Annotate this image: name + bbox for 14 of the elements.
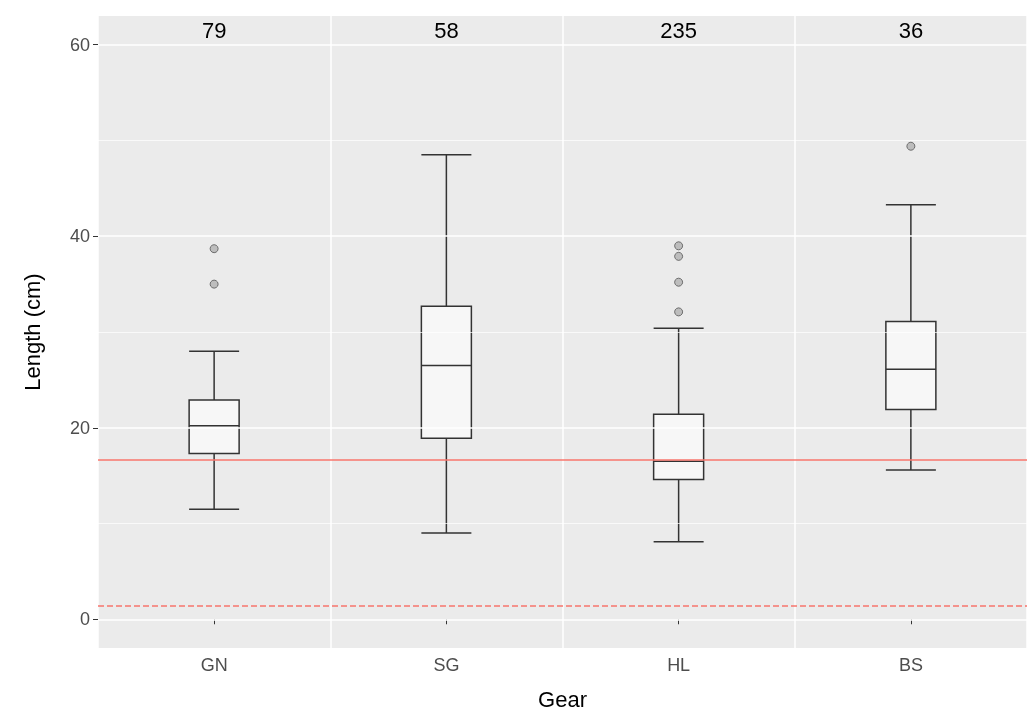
x-axis-title: Gear <box>538 686 587 712</box>
x-tick-label: HL <box>667 655 691 675</box>
annotation: 235 <box>660 17 697 43</box>
annotation: 36 <box>898 17 924 43</box>
x-tick-label: GN <box>200 655 228 675</box>
x-tick-label: BS <box>898 655 923 675</box>
y-tick-label: 40 <box>69 226 90 247</box>
y-tick-label: 0 <box>79 609 90 630</box>
y-tick-label: 20 <box>69 417 90 438</box>
x-tick-label: SG <box>433 655 460 675</box>
y-tick-label: 60 <box>69 34 90 55</box>
y-axis-title: Length (cm) <box>19 273 45 391</box>
annotation: 79 <box>201 17 227 43</box>
annotation: 58 <box>434 17 459 43</box>
